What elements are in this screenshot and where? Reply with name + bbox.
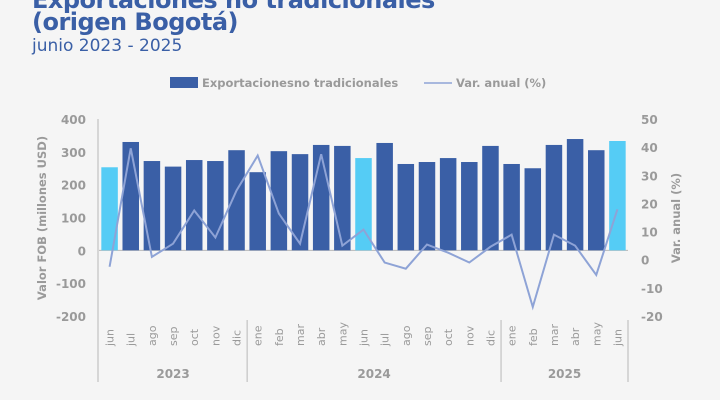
- bar-20: [524, 168, 542, 251]
- y2-tick-label: 20: [641, 197, 658, 211]
- x-tick-label: ene: [506, 325, 519, 346]
- x-tick-label: mar: [548, 324, 561, 346]
- bar-19: [503, 163, 520, 251]
- x-tick-label: mar: [294, 324, 307, 346]
- bar-1: [122, 141, 139, 251]
- bar-17: [461, 162, 478, 251]
- bar-4: [185, 160, 203, 251]
- y-tick-label: 400: [61, 113, 86, 127]
- x-tick-label: feb: [527, 328, 540, 346]
- x-tick-label: oct: [442, 328, 455, 346]
- y-tick-label: 200: [61, 179, 86, 193]
- chart-title-line1: Exportaciones no tradicionales: [32, 0, 435, 14]
- bar-10: [312, 144, 330, 251]
- bar-8: [270, 151, 288, 251]
- bar-7: [249, 172, 266, 251]
- bar-0: [101, 167, 118, 251]
- y-axis-label: Valor FOB (millones USD): [35, 136, 49, 300]
- y2-tick-label: -10: [641, 282, 663, 296]
- x-tick-label: dic: [484, 330, 497, 346]
- y-tick-label: 0: [78, 244, 86, 258]
- x-tick-label: jul: [125, 333, 138, 347]
- y-tick-label: 100: [61, 212, 86, 226]
- bar-24: [609, 140, 626, 251]
- bar-22: [566, 139, 584, 251]
- bar-13: [376, 142, 393, 251]
- bar-6: [228, 150, 245, 251]
- bar-18: [482, 145, 499, 251]
- x-tick-label: dic: [231, 330, 244, 346]
- bar-16: [439, 158, 457, 251]
- x-tick-label: jun: [358, 329, 371, 347]
- year-label: 2023: [156, 367, 189, 381]
- x-tick-label: jun: [611, 329, 624, 347]
- bar-3: [164, 166, 182, 251]
- y-tick-label: 300: [61, 146, 86, 160]
- y2-tick-label: 0: [641, 254, 649, 268]
- bar-11: [334, 145, 351, 251]
- x-tick-label: jul: [379, 333, 392, 347]
- x-tick-label: ago: [146, 325, 159, 346]
- x-tick-label: ene: [252, 325, 265, 346]
- x-tick-label: feb: [273, 328, 286, 346]
- x-tick-label: nov: [209, 325, 222, 346]
- bar-15: [418, 162, 436, 251]
- x-tick-label: ago: [400, 325, 413, 346]
- legend-line-label: Var. anual (%): [456, 76, 546, 90]
- x-tick-label: may: [590, 322, 603, 346]
- y2-tick-label: 10: [641, 226, 658, 240]
- bar-23: [588, 150, 605, 251]
- x-tick-label: abr: [569, 327, 582, 346]
- bar-21: [545, 144, 563, 251]
- legend-bar-label: Exportacionesno tradicionales: [202, 76, 398, 90]
- y2-tick-label: -20: [641, 310, 663, 324]
- y2-axis-label: Var. anual (%): [669, 173, 683, 263]
- x-tick-label: sep: [421, 327, 434, 346]
- chart-title-line2: (origen Bogotá): [32, 8, 239, 36]
- bar-12: [355, 158, 372, 251]
- y-tick-label: -100: [56, 277, 86, 291]
- x-tick-label: may: [336, 322, 349, 346]
- y-tick-label: -200: [56, 310, 86, 324]
- year-label: 2024: [357, 367, 390, 381]
- x-tick-label: abr: [315, 327, 328, 346]
- y2-tick-label: 40: [641, 141, 658, 155]
- bar-14: [397, 163, 415, 251]
- x-tick-label: sep: [167, 327, 180, 346]
- y2-tick-label: 30: [641, 169, 658, 183]
- bar-2: [143, 161, 161, 251]
- year-label: 2025: [548, 367, 581, 381]
- legend: Exportacionesno tradicionales Var. anual…: [170, 76, 546, 90]
- x-tick-label: oct: [188, 328, 201, 346]
- var-anual-line: [108, 148, 619, 311]
- y2-tick-label: 50: [641, 113, 658, 127]
- chart-subtitle: junio 2023 - 2025: [32, 36, 183, 56]
- legend-bar-swatch: [170, 77, 198, 88]
- x-tick-label: jun: [104, 329, 117, 347]
- x-tick-label: nov: [463, 325, 476, 346]
